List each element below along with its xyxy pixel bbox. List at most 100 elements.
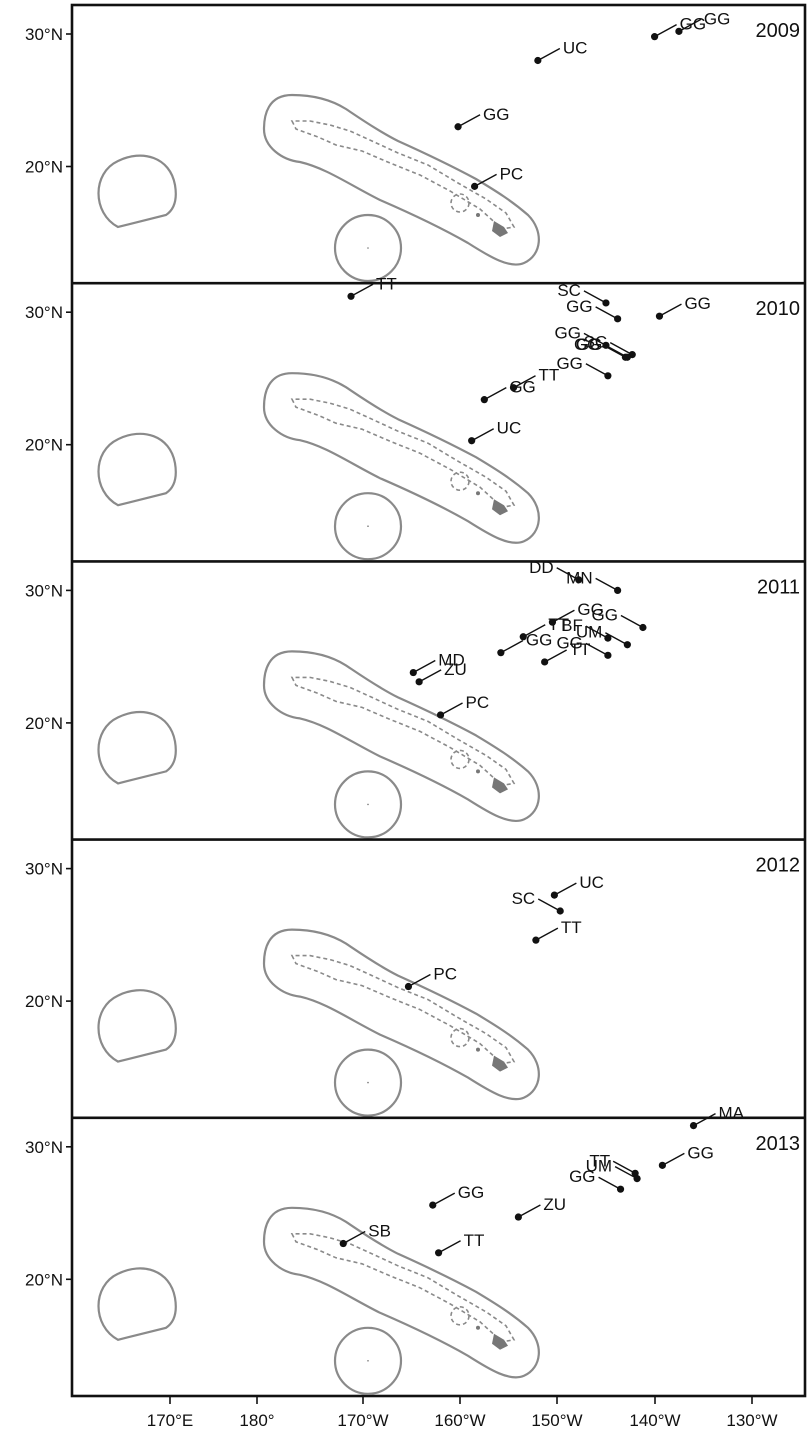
x-axis-tick-label: 180° <box>239 1411 274 1430</box>
tag-dot <box>633 1175 641 1183</box>
johnston-atoll-marker <box>367 247 369 249</box>
tag-dot <box>339 1239 347 1248</box>
maui-shape <box>476 1047 480 1052</box>
west-eez-boundary <box>97 154 177 229</box>
monument-boundary <box>290 676 516 787</box>
tag-point-mn: MN <box>566 568 622 594</box>
tag-point-sc: SC <box>584 333 636 359</box>
species-label: GG <box>509 378 535 397</box>
leader-line <box>612 1160 636 1174</box>
y-axis-tick-label: 20°N <box>25 714 63 733</box>
leader-line <box>605 632 628 646</box>
leader-line <box>483 387 507 401</box>
x-axis: 170°E 180° 170°W 160°W 150°W 140°W 130°W <box>147 1396 778 1430</box>
tag-point-um: UM <box>586 1157 641 1183</box>
tag-dot <box>604 372 612 380</box>
tag-dot <box>655 312 664 320</box>
leader-line <box>471 428 495 442</box>
leader-line <box>438 1240 461 1254</box>
leader-line <box>659 303 682 317</box>
tag-point-tt: TT <box>347 274 397 300</box>
tag-point-uc: UC <box>468 419 521 445</box>
leader-line <box>595 577 618 592</box>
leader-line <box>544 649 567 663</box>
tag-dot <box>651 33 659 41</box>
west-eez-boundary <box>97 432 177 507</box>
tag-dot <box>614 315 622 323</box>
species-label: UC <box>563 39 588 58</box>
tag-dot <box>534 56 542 65</box>
tag-dot <box>470 182 479 190</box>
leader-line <box>614 1165 638 1180</box>
tag-point-um: UM <box>576 623 631 649</box>
species-label: GG <box>556 354 582 373</box>
species-label: UC <box>579 873 604 892</box>
species-label: SC <box>512 889 536 908</box>
species-label: UM <box>586 1157 612 1176</box>
leader-line <box>535 927 559 941</box>
species-label: TT <box>376 274 397 293</box>
y-axis-tick-label: 30°N <box>25 303 63 322</box>
oahu-boundary-ring <box>450 471 470 492</box>
big-island-shape <box>492 499 508 516</box>
leader-line <box>518 1204 541 1218</box>
tag-dot <box>575 576 583 584</box>
species-label: TT <box>539 366 560 385</box>
maui-shape <box>476 213 480 217</box>
leader-line <box>598 1176 621 1190</box>
species-label: TT <box>570 640 591 659</box>
y-axis-tick-label: 20°N <box>25 158 63 177</box>
year-label: 2012 <box>756 855 801 877</box>
tag-dot <box>480 396 488 404</box>
tag-dot <box>639 623 647 632</box>
leader-line <box>412 659 436 674</box>
tag-point-gg: GG <box>658 1143 714 1169</box>
x-axis-tick-label: 140°W <box>629 1411 680 1430</box>
tag-dot <box>468 437 476 445</box>
johnston-atoll-marker <box>367 525 369 527</box>
tag-dot <box>623 641 631 649</box>
monument-boundary <box>290 120 516 230</box>
tag-point-gg: GG <box>569 1167 625 1193</box>
oahu-boundary-ring <box>450 749 470 770</box>
leader-line <box>418 669 442 683</box>
x-axis-tick-label: 130°W <box>726 1411 777 1430</box>
johnston-atoll-marker <box>367 1360 369 1362</box>
leader-line <box>474 173 497 187</box>
species-label: UC <box>497 419 522 438</box>
x-axis-tick-label: 170°W <box>337 1411 388 1430</box>
tag-point-uc: UC <box>534 39 587 65</box>
leader-line <box>595 306 618 320</box>
oahu-boundary-ring <box>450 1027 470 1048</box>
tag-point-sc: SC <box>557 281 610 307</box>
tag-dot <box>550 891 558 899</box>
tag-point-gg: GG <box>429 1183 484 1209</box>
hawaii-eez-boundary <box>262 93 540 266</box>
monument-boundary <box>290 398 516 509</box>
species-label: GG <box>554 323 580 342</box>
tag-point-gg: GG <box>655 294 711 320</box>
year-label: 2011 <box>757 576 800 598</box>
leader-line <box>583 290 607 304</box>
species-label: ZU <box>444 660 467 679</box>
tag-point-gg: GG <box>480 378 536 404</box>
species-label: SC <box>557 281 581 300</box>
tag-point-pc: PC <box>436 693 489 719</box>
panels-layer: 200930°N20°NUCGGGGGGPC201030°N20°NTTSCGG… <box>25 3 807 1398</box>
leader-line <box>440 702 463 716</box>
species-label: MA <box>719 1104 745 1123</box>
oahu-boundary-ring <box>450 1306 470 1326</box>
johnston-eez-boundary <box>333 770 403 839</box>
tag-point-zu: ZU <box>415 660 467 686</box>
tag-dot <box>429 1201 437 1209</box>
leader-line <box>585 625 609 639</box>
tag-dot <box>514 1213 522 1221</box>
species-label: BF <box>561 616 583 635</box>
species-label: GG <box>483 105 509 124</box>
leader-line <box>603 344 626 358</box>
species-label: MN <box>566 568 592 587</box>
tag-dot <box>604 634 612 642</box>
